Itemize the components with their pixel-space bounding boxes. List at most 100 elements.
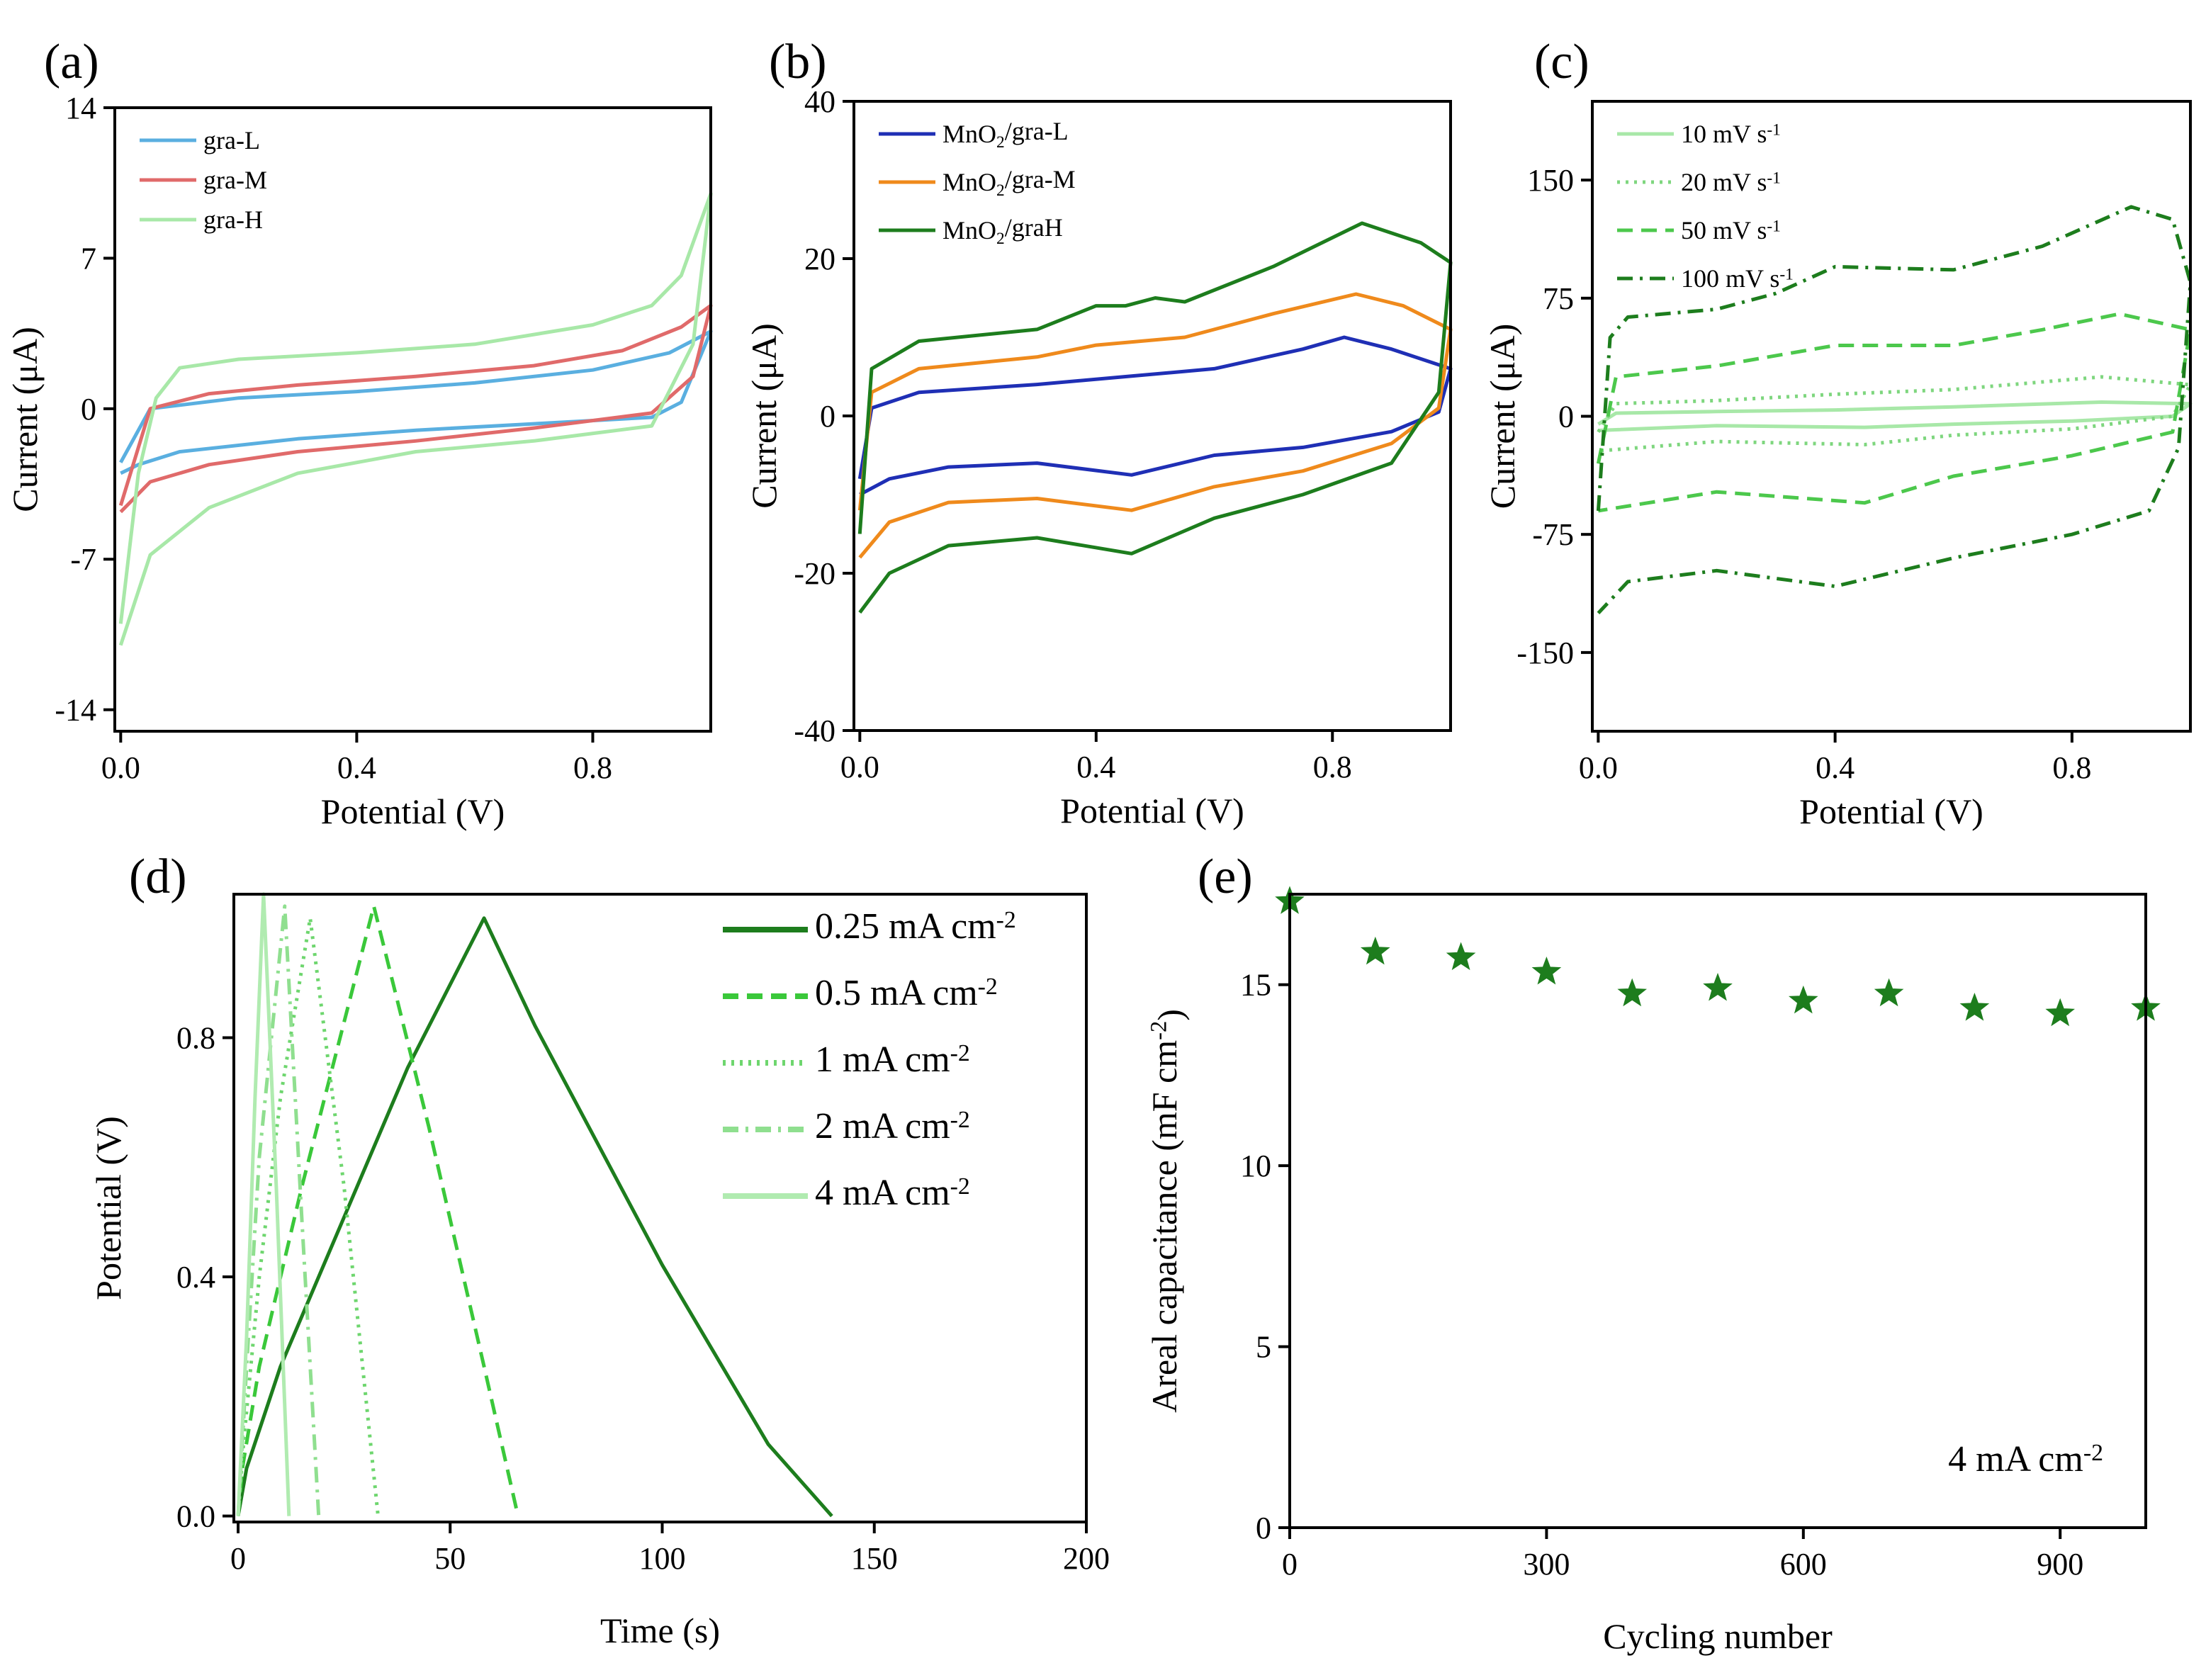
data-point-star	[1531, 956, 1562, 985]
x-axis-label: Potential (V)	[321, 791, 505, 831]
annotation: 4 mA cm-2	[1948, 1439, 2103, 1479]
x-tick-label: 0.4	[337, 750, 376, 785]
legend-label-tail: /gra-L	[1005, 117, 1069, 145]
legend-label-sub: 2	[996, 181, 1005, 200]
x-tick-label: 900	[2037, 1547, 2083, 1582]
legend-label-0-sup: -2	[996, 907, 1016, 933]
x-tick-label: 600	[1780, 1547, 1827, 1582]
series-line-1	[1597, 375, 2193, 453]
y-tick-label: 0.0	[176, 1499, 215, 1534]
panel-label: (e)	[1198, 850, 1253, 904]
x-tick-label: 0.0	[1579, 750, 1618, 785]
series-line-0	[236, 916, 833, 1518]
y-tick-label: 5	[1256, 1330, 1271, 1365]
legend-label-1-main: 20 mV s	[1681, 168, 1767, 196]
y-tick-label: 15	[1240, 968, 1271, 1003]
legend-label-tail: /gra-M	[1005, 165, 1076, 193]
y-tick-label: 0	[81, 392, 96, 427]
data-point-star	[1874, 978, 1904, 1007]
y-axis-label: Current (μA)	[1482, 324, 1522, 509]
y-tick-label: 7	[81, 241, 96, 276]
legend-label-1-sup: -1	[1767, 169, 1781, 187]
series-line-4	[236, 892, 291, 1516]
y-axis-label: Areal capacitance (mF cm-2)	[1144, 1009, 1190, 1413]
x-tick-label: 0.0	[101, 750, 140, 785]
x-axis-label: Cycling number	[1603, 1616, 1833, 1656]
panel-e: (e) 0 300 600 900 0 5 10 15 Cycling number Areal c…	[1144, 850, 2161, 1656]
y-tick-label: 10	[1240, 1149, 1271, 1183]
x-tick-label: 150	[851, 1541, 898, 1576]
x-tick-label: 0.8	[1313, 750, 1352, 784]
legend-label-2-sup: -1	[1767, 217, 1781, 235]
data-point-star	[1360, 936, 1390, 965]
legend-label-1: MnO2/gra-M	[942, 165, 1076, 200]
y-axis-label: Current (μA)	[744, 323, 784, 508]
legend-label-0-main: 10 mV s	[1681, 120, 1767, 148]
legend-label-2-main: 1 mA cm	[815, 1039, 950, 1080]
series-line-1	[118, 303, 713, 514]
legend-label-1-sup: -2	[978, 974, 998, 1000]
plot-area	[118, 191, 713, 646]
plot-area	[236, 892, 833, 1518]
legend-label-4: 4 mA cm-2	[815, 1173, 970, 1213]
x-tick-label: 0.8	[573, 750, 612, 785]
legend-label-sub: 2	[996, 230, 1005, 248]
panel-label: (d)	[129, 850, 187, 904]
y-tick-label: 40	[804, 84, 835, 119]
y-axis-label: Potential (V)	[89, 1116, 128, 1300]
legend-label-0: MnO2/gra-L	[942, 117, 1069, 152]
panel-a: (a) 0.0 0.4 0.8 14 7 0 -7 -14 Potential (V) Curren…	[5, 35, 713, 831]
plot-frame	[113, 106, 712, 733]
legend-label-2-sup: -2	[950, 1040, 970, 1066]
y-tick-label: 20	[804, 242, 835, 276]
series-line-1	[236, 904, 520, 1517]
legend-label-tail: /graH	[1005, 213, 1063, 242]
legend-label-main: MnO	[942, 120, 996, 148]
legend-label-4-main: 4 mA cm	[815, 1173, 950, 1213]
data-point-star	[1446, 942, 1476, 971]
legend-label-1: 20 mV s-1	[1681, 168, 1781, 196]
y-axis-label-sup: -2	[1146, 1021, 1171, 1040]
x-axis-label: Potential (V)	[1799, 791, 1983, 831]
x-axis-label: Potential (V)	[1060, 791, 1244, 830]
plot-area	[857, 221, 1453, 614]
legend-label-3-sup: -1	[1779, 265, 1794, 283]
y-tick-label: -75	[1532, 517, 1574, 552]
panel-c: (c) 0.0 0.4 0.8 150 75 0 -75 -150 Potential (V) Cu…	[1482, 35, 2193, 831]
y-axis-label-close: )	[1150, 1009, 1190, 1021]
x-tick-label: 0	[1282, 1547, 1298, 1582]
series-line-2	[1596, 312, 2193, 513]
legend-label-1-main: 0.5 mA cm	[815, 973, 978, 1013]
legend-label-0: 10 mV s-1	[1681, 120, 1781, 148]
annotation-main: 4 mA cm	[1948, 1439, 2083, 1479]
panel-d: (d) 0 50 100 150 200 0.0 0.4 0.8 Time (s) Potentia…	[89, 850, 1110, 1650]
annotation-sup: -2	[2083, 1440, 2103, 1466]
legend-label-1: 0.5 mA cm-2	[815, 973, 998, 1013]
legend-label-0: gra-L	[203, 126, 260, 154]
legend-label-0-sup: -1	[1767, 120, 1781, 139]
legend-label-2: MnO2/graH	[942, 213, 1063, 248]
x-tick-label: 50	[434, 1541, 466, 1576]
y-tick-label: 0.8	[176, 1021, 215, 1056]
legend-label-1: gra-M	[203, 166, 267, 194]
y-tick-label: 14	[65, 91, 96, 125]
y-tick-label: 75	[1543, 281, 1574, 316]
y-tick-label: -20	[794, 556, 835, 591]
legend-label-2-main: 50 mV s	[1681, 216, 1767, 244]
x-tick-label: 300	[1523, 1547, 1570, 1582]
y-tick-label: 0	[820, 399, 835, 434]
legend-label-sub: 2	[996, 133, 1005, 152]
x-tick-label: 0.4	[1816, 750, 1855, 785]
legend-label-2: 1 mA cm-2	[815, 1039, 970, 1080]
x-axis-label: Time (s)	[600, 1611, 720, 1650]
y-tick-label: 0	[1256, 1511, 1271, 1545]
data-point-star	[1703, 972, 1733, 1001]
panel-label: (a)	[44, 35, 99, 89]
panel-b: (b) 0.0 0.4 0.8 40 20 0 -20 -40 Potential (V) Curr…	[744, 35, 1453, 830]
y-tick-label: -14	[55, 693, 96, 728]
series-line-1	[857, 292, 1453, 559]
legend-label-3: 100 mV s-1	[1681, 264, 1794, 293]
